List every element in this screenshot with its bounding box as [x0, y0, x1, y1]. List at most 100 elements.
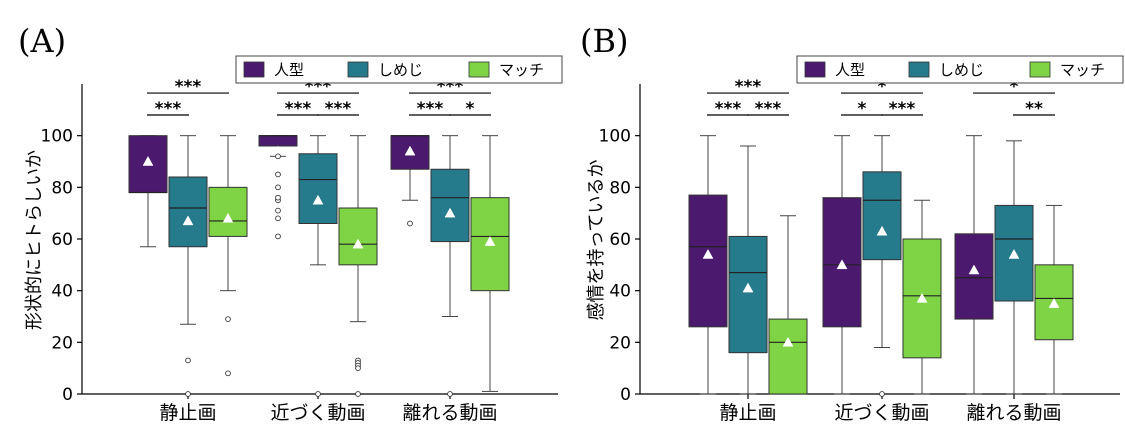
y-tick-label: 0: [62, 385, 73, 405]
outlier-point: [447, 391, 453, 397]
outlier-point: [275, 207, 281, 214]
significance-label: ***: [175, 77, 202, 97]
significance-label: ***: [285, 99, 312, 119]
x-tick-label: 静止画: [159, 402, 216, 424]
panel-a: (A) 形状的にヒトらしいか 0 20 40 60 80 100 静止画 近づく動画 離れる動画…: [18, 22, 563, 424]
outlier-point: [275, 215, 281, 222]
mean-marker: [1048, 298, 1060, 308]
mean-marker: [1008, 248, 1020, 259]
mean-marker: [876, 225, 888, 236]
box: [728, 235, 768, 354]
legend-box: [796, 55, 1124, 84]
outlier-point: [185, 357, 191, 364]
y-tick-label: 0: [620, 385, 631, 405]
mean-marker: [484, 236, 496, 246]
legend-swatch: [908, 61, 930, 78]
outlier-point: [185, 391, 191, 397]
y-tick-label: 20: [609, 333, 631, 353]
x-tick-label: 近づく動画: [270, 402, 365, 424]
box: [208, 186, 248, 237]
box: [258, 135, 298, 147]
x-tick-label: 近づく動画: [834, 402, 929, 424]
significance-label: ***: [735, 77, 762, 97]
x-tick-label: 静止画: [719, 402, 776, 424]
box: [430, 168, 470, 243]
mean-marker: [222, 212, 234, 223]
box: [298, 153, 338, 224]
panel-b: (B) 感情を持っているか 0 20 40 60 80 100 静止画 近づく動画 離れる動画 *…: [580, 22, 1124, 424]
significance-label: ***: [889, 99, 916, 119]
y-axis-label-b: 感情を持っているか: [586, 159, 607, 320]
box: [902, 238, 942, 359]
significance-label: *: [878, 77, 887, 97]
y-tick-label: 20: [51, 333, 73, 353]
significance-label: **: [1025, 99, 1043, 119]
mean-marker: [742, 282, 754, 293]
legend-swatch: [243, 61, 265, 78]
significance-label: *: [858, 99, 867, 119]
significance-label: *: [466, 99, 475, 119]
mean-marker: [916, 292, 928, 303]
box: [768, 318, 808, 395]
y-tick-label: 40: [51, 282, 73, 302]
y-tick-label: 60: [51, 230, 73, 250]
panel-label-b: (B): [580, 22, 628, 60]
outlier-point: [355, 391, 361, 397]
legend-label: しめじ: [939, 61, 984, 79]
y-axis-label-a: 形状的にヒトらしいか: [24, 150, 45, 330]
mean-marker: [312, 194, 324, 205]
mean-marker: [968, 264, 980, 275]
significance-label: ***: [755, 99, 782, 119]
panel-label-a: (A): [18, 22, 66, 60]
y-tick-label: 100: [41, 127, 73, 147]
legend-swatch: [1029, 61, 1051, 78]
y-tick-label: 80: [51, 178, 73, 198]
outlier-point: [355, 365, 361, 372]
box: [862, 171, 902, 261]
x-tick-label: 離れる動画: [966, 402, 1061, 424]
box: [954, 233, 994, 320]
mean-marker: [142, 155, 154, 166]
outlier-point: [225, 370, 231, 377]
legend-label: 人型: [835, 61, 865, 79]
legend-swatch: [468, 61, 490, 78]
y-tick-label: 80: [609, 178, 631, 198]
legend-label: マッチ: [499, 61, 544, 79]
significance-label: ***: [325, 99, 352, 119]
legend-box: [235, 55, 563, 84]
box: [688, 194, 728, 328]
mean-marker: [782, 336, 794, 347]
legend-swatch: [347, 61, 369, 78]
mean-marker: [444, 207, 456, 218]
significance-label: ***: [715, 99, 742, 119]
outlier-point: [275, 153, 281, 160]
mean-marker: [404, 145, 416, 156]
mean-marker: [352, 238, 364, 249]
outlier-point: [275, 233, 281, 240]
significance-label: *: [1010, 77, 1019, 97]
y-tick-label: 60: [609, 230, 631, 250]
legend-label: しめじ: [378, 61, 423, 79]
outlier-point: [275, 171, 281, 178]
mean-marker: [182, 215, 194, 226]
significance-label: ***: [155, 99, 182, 119]
box: [168, 176, 208, 248]
outlier-point: [275, 184, 281, 191]
box: [822, 197, 862, 328]
y-tick-label: 40: [609, 282, 631, 302]
legend-label: マッチ: [1060, 61, 1105, 79]
legend-swatch: [804, 61, 826, 78]
box: [338, 207, 378, 266]
significance-label: ***: [417, 99, 444, 119]
y-tick-label: 100: [599, 127, 631, 147]
outlier-point: [407, 220, 413, 227]
outlier-point: [879, 391, 885, 397]
legend-label: 人型: [274, 61, 304, 79]
outlier-point: [275, 194, 281, 201]
mean-marker: [702, 248, 714, 259]
outlier-point: [225, 316, 231, 322]
mean-marker: [836, 259, 848, 270]
x-tick-label: 離れる動画: [402, 402, 497, 424]
outlier-point: [315, 391, 321, 397]
